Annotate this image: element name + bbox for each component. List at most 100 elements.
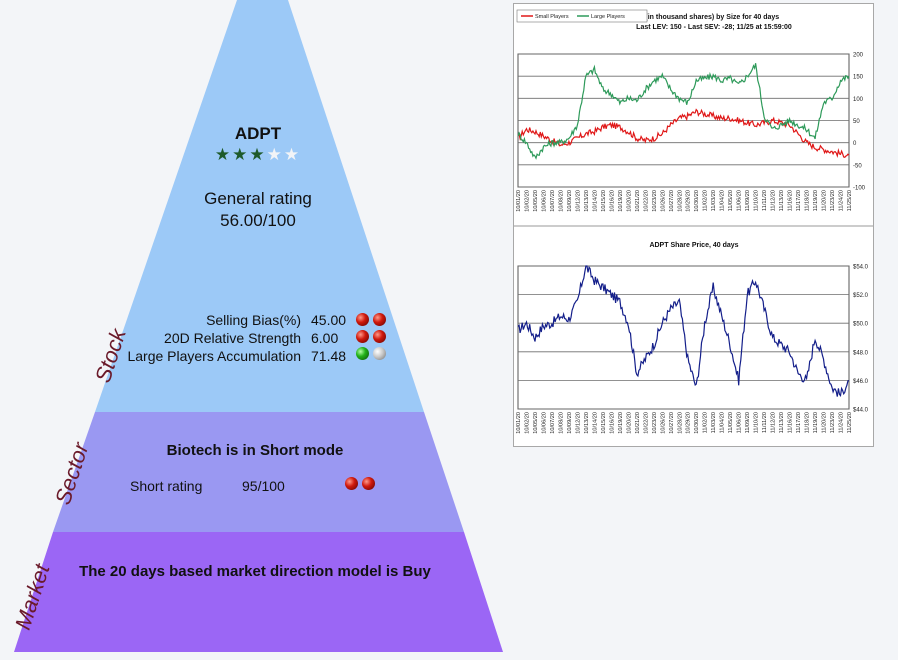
metric-relative-strength-label: 20D Relative Strength [164, 330, 301, 346]
price-chart-ytick-label: $52.0 [853, 293, 869, 299]
pyramid-sector-level [53, 412, 464, 532]
evf-chart-series-line-0 [517, 108, 850, 159]
evf-chart-xtick-label: 10/05/20 [533, 190, 539, 212]
price-chart-xtick-label: 10/16/20 [609, 412, 615, 434]
sector-dot-1 [345, 477, 358, 490]
star-empty-icon: ★ [266, 145, 284, 164]
evf-chart-xtick-label: 11/05/20 [728, 190, 734, 211]
pyramid-stock-level [95, 0, 424, 412]
metric-1-dot-2 [373, 330, 386, 343]
evf-chart-series-line-1 [517, 63, 850, 160]
evf-chart-xtick-label: 11/20/20 [822, 190, 828, 211]
evf-chart-xtick-label: 10/16/20 [609, 190, 615, 212]
price-chart-xtick-label: 10/06/20 [541, 412, 547, 434]
sector-dot-2 [362, 477, 375, 490]
price-chart-xtick-label: 10/27/20 [669, 412, 675, 434]
price-chart-xtick-label: 10/29/20 [686, 412, 692, 434]
price-chart-ytick-label: $50.0 [853, 322, 869, 328]
evf-chart-xtick-label: 10/09/20 [567, 190, 573, 212]
evf-chart-ytick-label: -50 [853, 163, 862, 169]
general-rating: General rating 56.00/100 [158, 188, 358, 232]
evf-chart-xtick-label: 11/11/20 [762, 190, 768, 211]
price-chart-xtick-label: 10/05/20 [533, 412, 539, 434]
price-chart-xtick-label: 11/12/20 [771, 412, 777, 433]
evf-chart-xtick-label: 10/19/20 [618, 190, 624, 212]
price-chart-xtick-label: 11/18/20 [805, 412, 811, 433]
general-rating-label: General rating [204, 189, 312, 208]
price-chart-xtick-label: 11/25/20 [847, 412, 853, 433]
price-chart-xtick-label: 11/20/20 [822, 412, 828, 433]
evf-chart-xtick-label: 10/02/20 [524, 190, 530, 212]
market-direction-text: The 20 days based market direction model… [79, 563, 431, 580]
price-chart-ytick-label: $46.0 [853, 379, 869, 385]
price-chart-xtick-label: 10/12/20 [575, 412, 581, 434]
price-chart-xtick-label: 11/04/20 [720, 412, 726, 433]
evf-chart-xtick-label: 11/18/20 [805, 190, 811, 211]
stock-ticker: ADPT [234, 124, 282, 143]
price-chart-xtick-label: 10/28/20 [677, 412, 683, 434]
metric-0-dot-2 [373, 313, 386, 326]
metric-2-dot-2 [373, 347, 386, 360]
chart-panel: ADPT EVF (in thousand shares) by Size fo… [513, 3, 874, 447]
charts-svg: ADPT EVF (in thousand shares) by Size fo… [514, 9, 873, 434]
price-chart-series-line-0 [517, 265, 850, 398]
metric-large-players-label: Large Players Accumulation [127, 348, 301, 364]
evf-chart-xtick-label: 11/04/20 [720, 190, 726, 211]
evf-chart-xtick-label: 10/30/20 [694, 190, 700, 212]
metric-2-dot-1 [356, 347, 369, 360]
evf-chart-xtick-label: 11/10/20 [754, 190, 760, 211]
evf-chart-xtick-label: 10/15/20 [601, 190, 607, 212]
evf-chart-xtick-label: 11/16/20 [788, 190, 794, 211]
evf-chart-title: ADPT EVF (in thousand shares) by Size fo… [609, 14, 779, 21]
metric-1-dot-1 [356, 330, 369, 343]
price-chart-xtick-label: 10/01/20 [516, 412, 522, 434]
evf-chart-xtick-label: 10/26/20 [660, 190, 666, 212]
price-chart-xtick-label: 10/26/20 [660, 412, 666, 434]
evf-chart-ytick-label: 150 [853, 75, 864, 81]
evf-chart-xtick-label: 10/12/20 [575, 190, 581, 212]
star-filled-icon: ★ [214, 145, 233, 164]
evf-chart-xtick-label: 11/03/20 [711, 190, 717, 211]
metric-selling-bias-label: Selling Bias(%) [206, 312, 301, 328]
price-chart-xtick-label: 10/13/20 [584, 412, 590, 434]
price-chart-xtick-label: 11/09/20 [745, 412, 751, 433]
evf-chart-xtick-label: 10/08/20 [558, 190, 564, 212]
price-chart-xtick-label: 11/13/20 [779, 412, 785, 433]
price-chart-xtick-label: 11/03/20 [711, 412, 717, 433]
price-chart-xtick-label: 11/11/20 [762, 412, 768, 433]
evf-chart-xtick-label: 11/25/20 [847, 190, 853, 211]
general-rating-value: 56.00/100 [220, 211, 296, 230]
evf-chart-xtick-label: 10/06/20 [541, 190, 547, 212]
metric-large-players-value: 71.48 [311, 348, 347, 364]
evf-chart-ytick-label: 200 [853, 53, 864, 59]
evf-chart-ytick-label: -100 [853, 186, 866, 192]
price-chart-xtick-label: 11/10/20 [754, 412, 760, 433]
price-chart-title: ADPT Share Price, 40 days [649, 242, 738, 249]
pyramid-market-level [14, 532, 503, 652]
star-empty-icon: ★ [283, 145, 302, 164]
evf-chart-xtick-label: 11/12/20 [771, 190, 777, 211]
price-chart-ytick-label: $48.0 [853, 350, 869, 356]
sector-title: Biotech is in Short mode [166, 442, 344, 459]
evf-chart-xtick-label: 10/14/20 [592, 190, 598, 212]
evf-chart-ytick-label: 100 [853, 97, 864, 103]
price-chart-xtick-label: 11/02/20 [703, 412, 709, 433]
evf-chart-subtitle: Last LEV: 150 - Last SEV: -28; 11/25 at … [636, 24, 792, 31]
price-chart-xtick-label: 10/20/20 [626, 412, 632, 434]
star-filled-icon: ★ [249, 145, 267, 164]
short-rating-value: 95/100 [242, 478, 285, 494]
price-chart-xtick-label: 10/21/20 [635, 412, 641, 434]
price-chart-ytick-label: $54.0 [853, 265, 869, 271]
evf-chart-xtick-label: 10/21/20 [635, 190, 641, 212]
evf-chart-xtick-label: 10/27/20 [669, 190, 675, 212]
evf-chart-xtick-label: 10/28/20 [677, 190, 683, 212]
rating-stars: ★★★★★ [158, 145, 358, 165]
star-filled-icon: ★ [232, 145, 250, 164]
evf-chart-xtick-label: 11/13/20 [779, 190, 785, 211]
evf-chart-xtick-label: 11/02/20 [703, 190, 709, 211]
evf-legend-small-label: Small Players [535, 14, 569, 20]
short-rating-label: Short rating [130, 478, 203, 494]
evf-chart-xtick-label: 11/19/20 [813, 190, 819, 211]
metric-0-dot-1 [356, 313, 369, 326]
